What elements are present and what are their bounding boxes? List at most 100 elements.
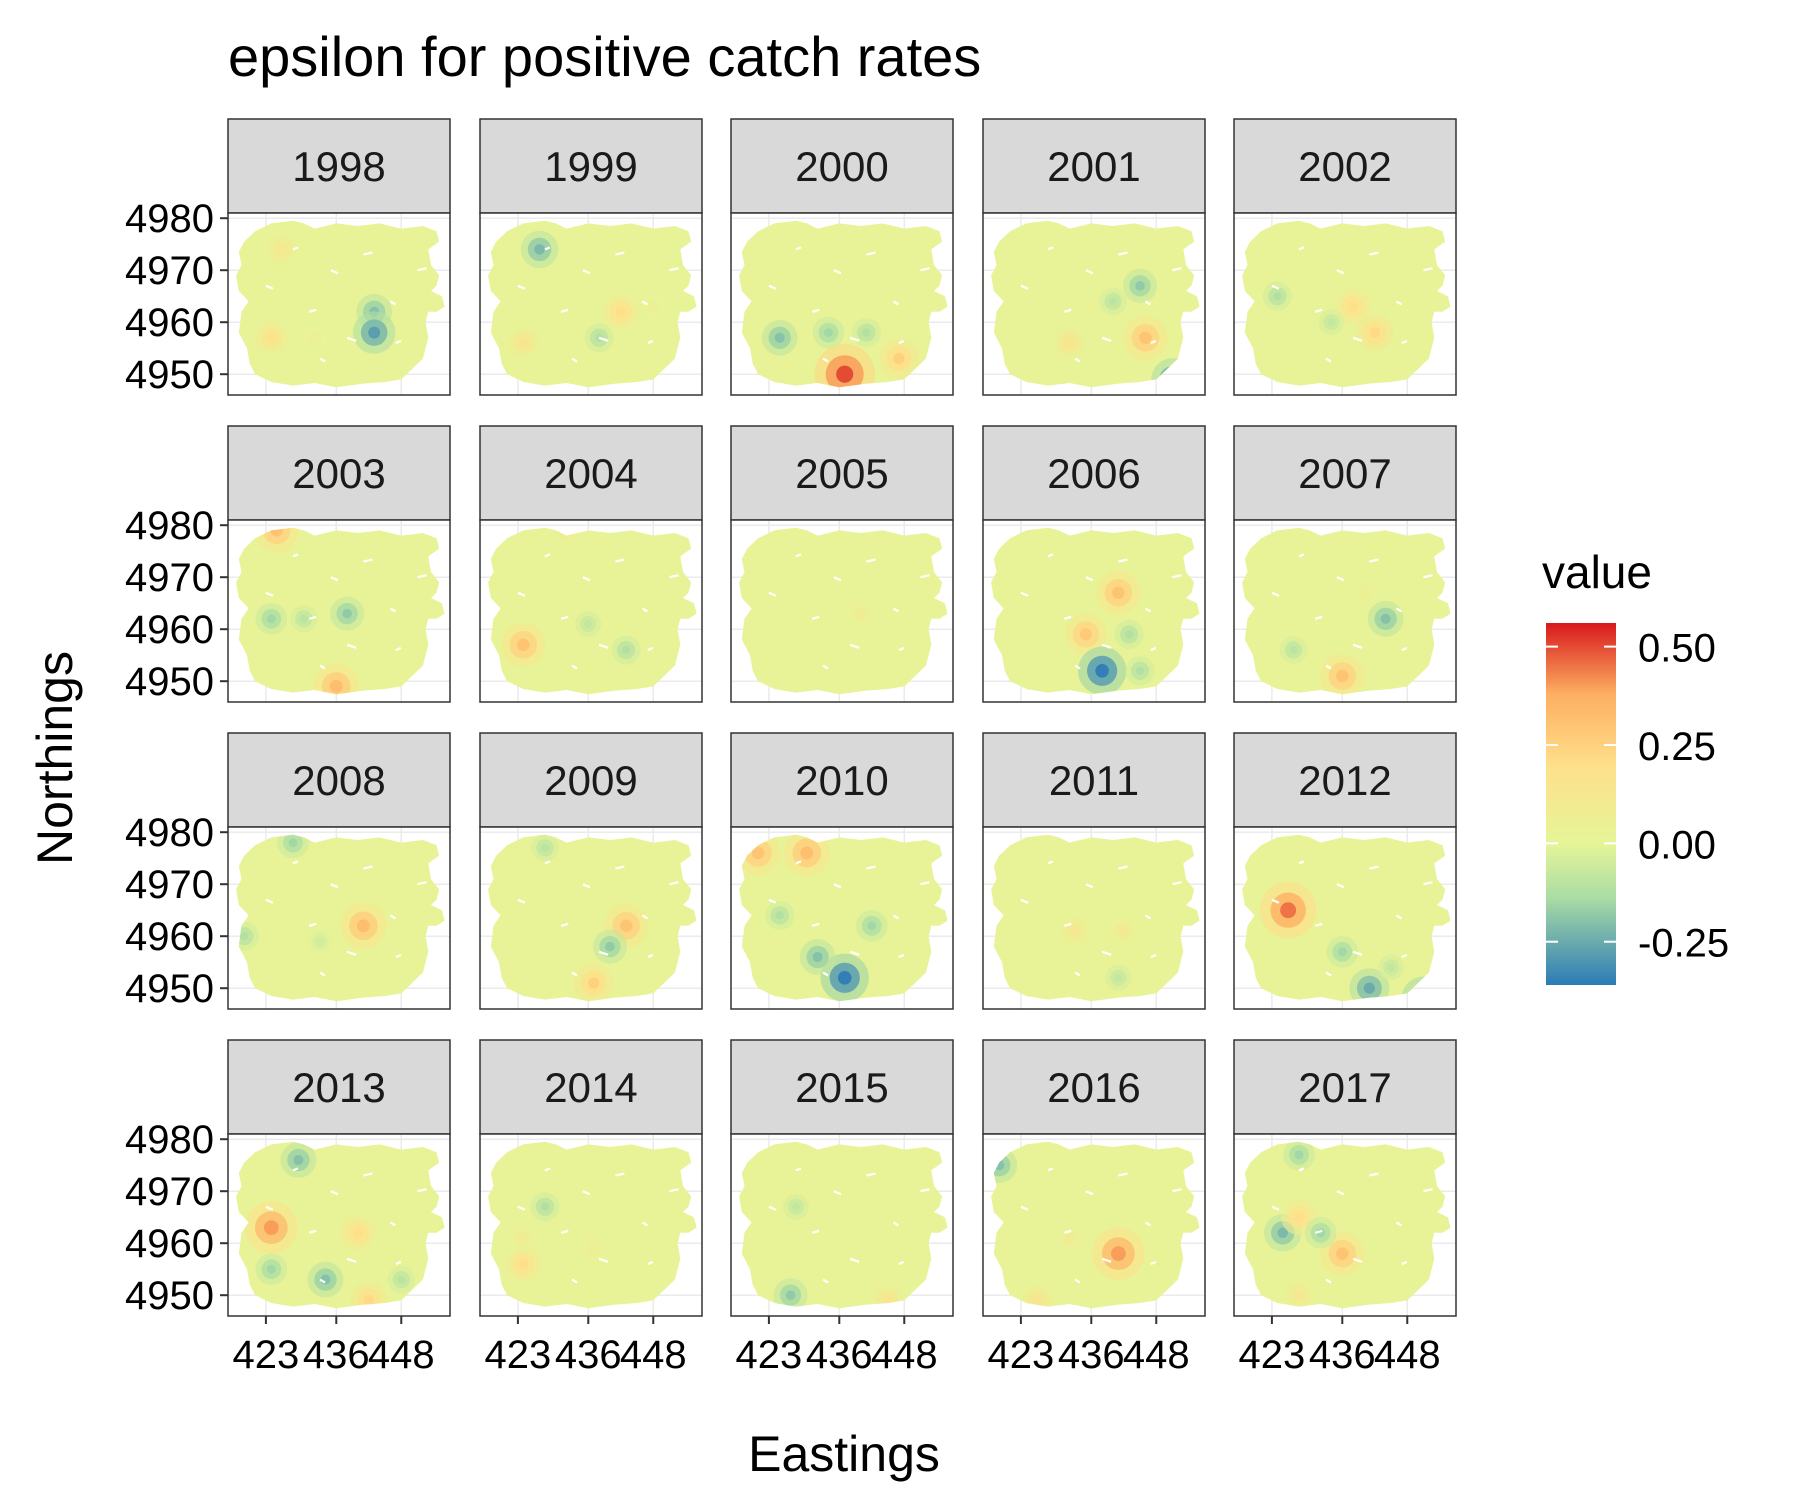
facet-strip — [479, 118, 703, 214]
mesh-gap — [560, 1229, 569, 1234]
hotspot-core — [589, 1244, 598, 1253]
hotspot-core — [299, 614, 308, 623]
mesh-gap — [330, 883, 339, 889]
territory-fill — [739, 834, 948, 1002]
mesh-gap — [395, 339, 402, 345]
hotspot-core — [791, 1202, 800, 1211]
y-tick-label: 4980 — [125, 504, 214, 548]
mesh-gap — [1085, 576, 1094, 582]
mesh-gap — [795, 860, 802, 865]
hotspot-core — [649, 302, 658, 311]
panel-border — [479, 212, 703, 396]
hotspot-core — [1095, 664, 1109, 678]
mesh-gap — [1020, 898, 1029, 904]
mesh-gap — [1063, 308, 1072, 313]
y-axis-label: Northings — [27, 651, 83, 865]
hotspot-layer — [1262, 281, 1394, 352]
mesh-gap — [866, 1172, 876, 1177]
legend-tick-label: 0.25 — [1638, 725, 1716, 769]
mesh-gap — [1271, 898, 1280, 904]
hotspot-core — [518, 338, 528, 348]
mesh-gap — [417, 574, 427, 579]
hotspot-core — [517, 638, 530, 652]
hotspot-core — [615, 306, 626, 317]
mesh-gap — [1336, 883, 1345, 889]
hotspot-core — [266, 332, 277, 343]
hotspot-core — [1380, 613, 1391, 624]
mesh-gap — [1020, 591, 1029, 597]
mesh-gap — [647, 646, 654, 652]
y-tick-label: 4960 — [125, 608, 214, 652]
hotspot-core — [293, 1154, 304, 1166]
facet-strip-label: 2001 — [1047, 143, 1140, 190]
facet-strip-label: 1998 — [292, 143, 385, 190]
hotspot-core — [270, 527, 283, 537]
facet-panels: 1998 4980 4970 4960 4950 1999 2000 2001 2002 2003… — [125, 118, 1457, 1377]
mesh-gap — [1314, 1229, 1323, 1234]
hotspot-core — [356, 919, 370, 933]
mesh-gap — [346, 1257, 357, 1263]
mesh-gap — [615, 1172, 625, 1177]
mesh-gap — [395, 1260, 402, 1266]
mesh-gap — [363, 558, 373, 563]
hotspot-core — [1114, 973, 1123, 982]
facet-strip — [730, 425, 954, 521]
mesh-gap — [1047, 1167, 1054, 1172]
hotspot-core — [352, 1227, 363, 1238]
mesh-gap — [319, 357, 326, 363]
x-tick-label: 448 — [871, 1333, 938, 1377]
panel-border — [227, 519, 451, 703]
hotspot-core — [862, 328, 871, 337]
mesh-gap — [560, 308, 569, 313]
hotspot-core — [1112, 586, 1125, 600]
hotspot-core — [540, 843, 549, 852]
hotspot-core — [775, 911, 784, 920]
mesh-gap — [1271, 284, 1280, 290]
mesh-gap — [866, 558, 876, 563]
territory-fill — [739, 1141, 948, 1309]
mesh-gap — [892, 300, 900, 306]
hotspot-core — [588, 977, 600, 989]
mesh-gap — [898, 339, 905, 345]
panel-border — [982, 1133, 1206, 1317]
hotspot-core — [1277, 1227, 1289, 1239]
mesh-gap — [1101, 950, 1112, 956]
hotspot-core — [1294, 1291, 1304, 1300]
mesh-gap — [1352, 643, 1363, 649]
legend-tick-label: 0.00 — [1638, 823, 1716, 867]
x-tick-label: 448 — [620, 1333, 687, 1377]
mesh-gap — [1369, 251, 1379, 256]
territory-fill — [488, 834, 697, 1002]
mesh-gap — [1172, 1188, 1182, 1193]
mesh-gap — [265, 1205, 274, 1211]
mesh-gap — [1423, 1188, 1433, 1193]
facet-strip — [982, 118, 1206, 214]
mesh-gap — [1336, 269, 1345, 275]
mesh-gap — [811, 1229, 820, 1234]
facet-panel-2006: 2006 — [982, 425, 1206, 703]
mesh-gap — [1325, 664, 1332, 670]
hotspot-core — [363, 1295, 375, 1306]
mesh-gap — [1395, 607, 1403, 613]
panel-border — [227, 826, 451, 1010]
y-tick-label: 4980 — [125, 1118, 214, 1162]
y-tick-label: 4970 — [125, 863, 214, 907]
hotspot-core — [240, 932, 249, 941]
mesh-gap — [544, 860, 551, 865]
facet-strip-label: 1999 — [544, 143, 637, 190]
mesh-gap — [1074, 1278, 1081, 1284]
facet-strip-label: 2009 — [544, 757, 637, 804]
mesh-gap — [1150, 646, 1157, 652]
facet-strip-label: 2012 — [1298, 757, 1391, 804]
facet-panel-2005: 2005 — [730, 425, 954, 703]
hotspot-core — [1065, 338, 1075, 348]
facet-strip-label: 2011 — [1049, 757, 1139, 804]
mesh-gap — [582, 883, 591, 889]
mesh-gap — [598, 1257, 609, 1263]
facet-panel-1999: 1999 — [479, 118, 703, 396]
mesh-gap — [571, 971, 578, 977]
